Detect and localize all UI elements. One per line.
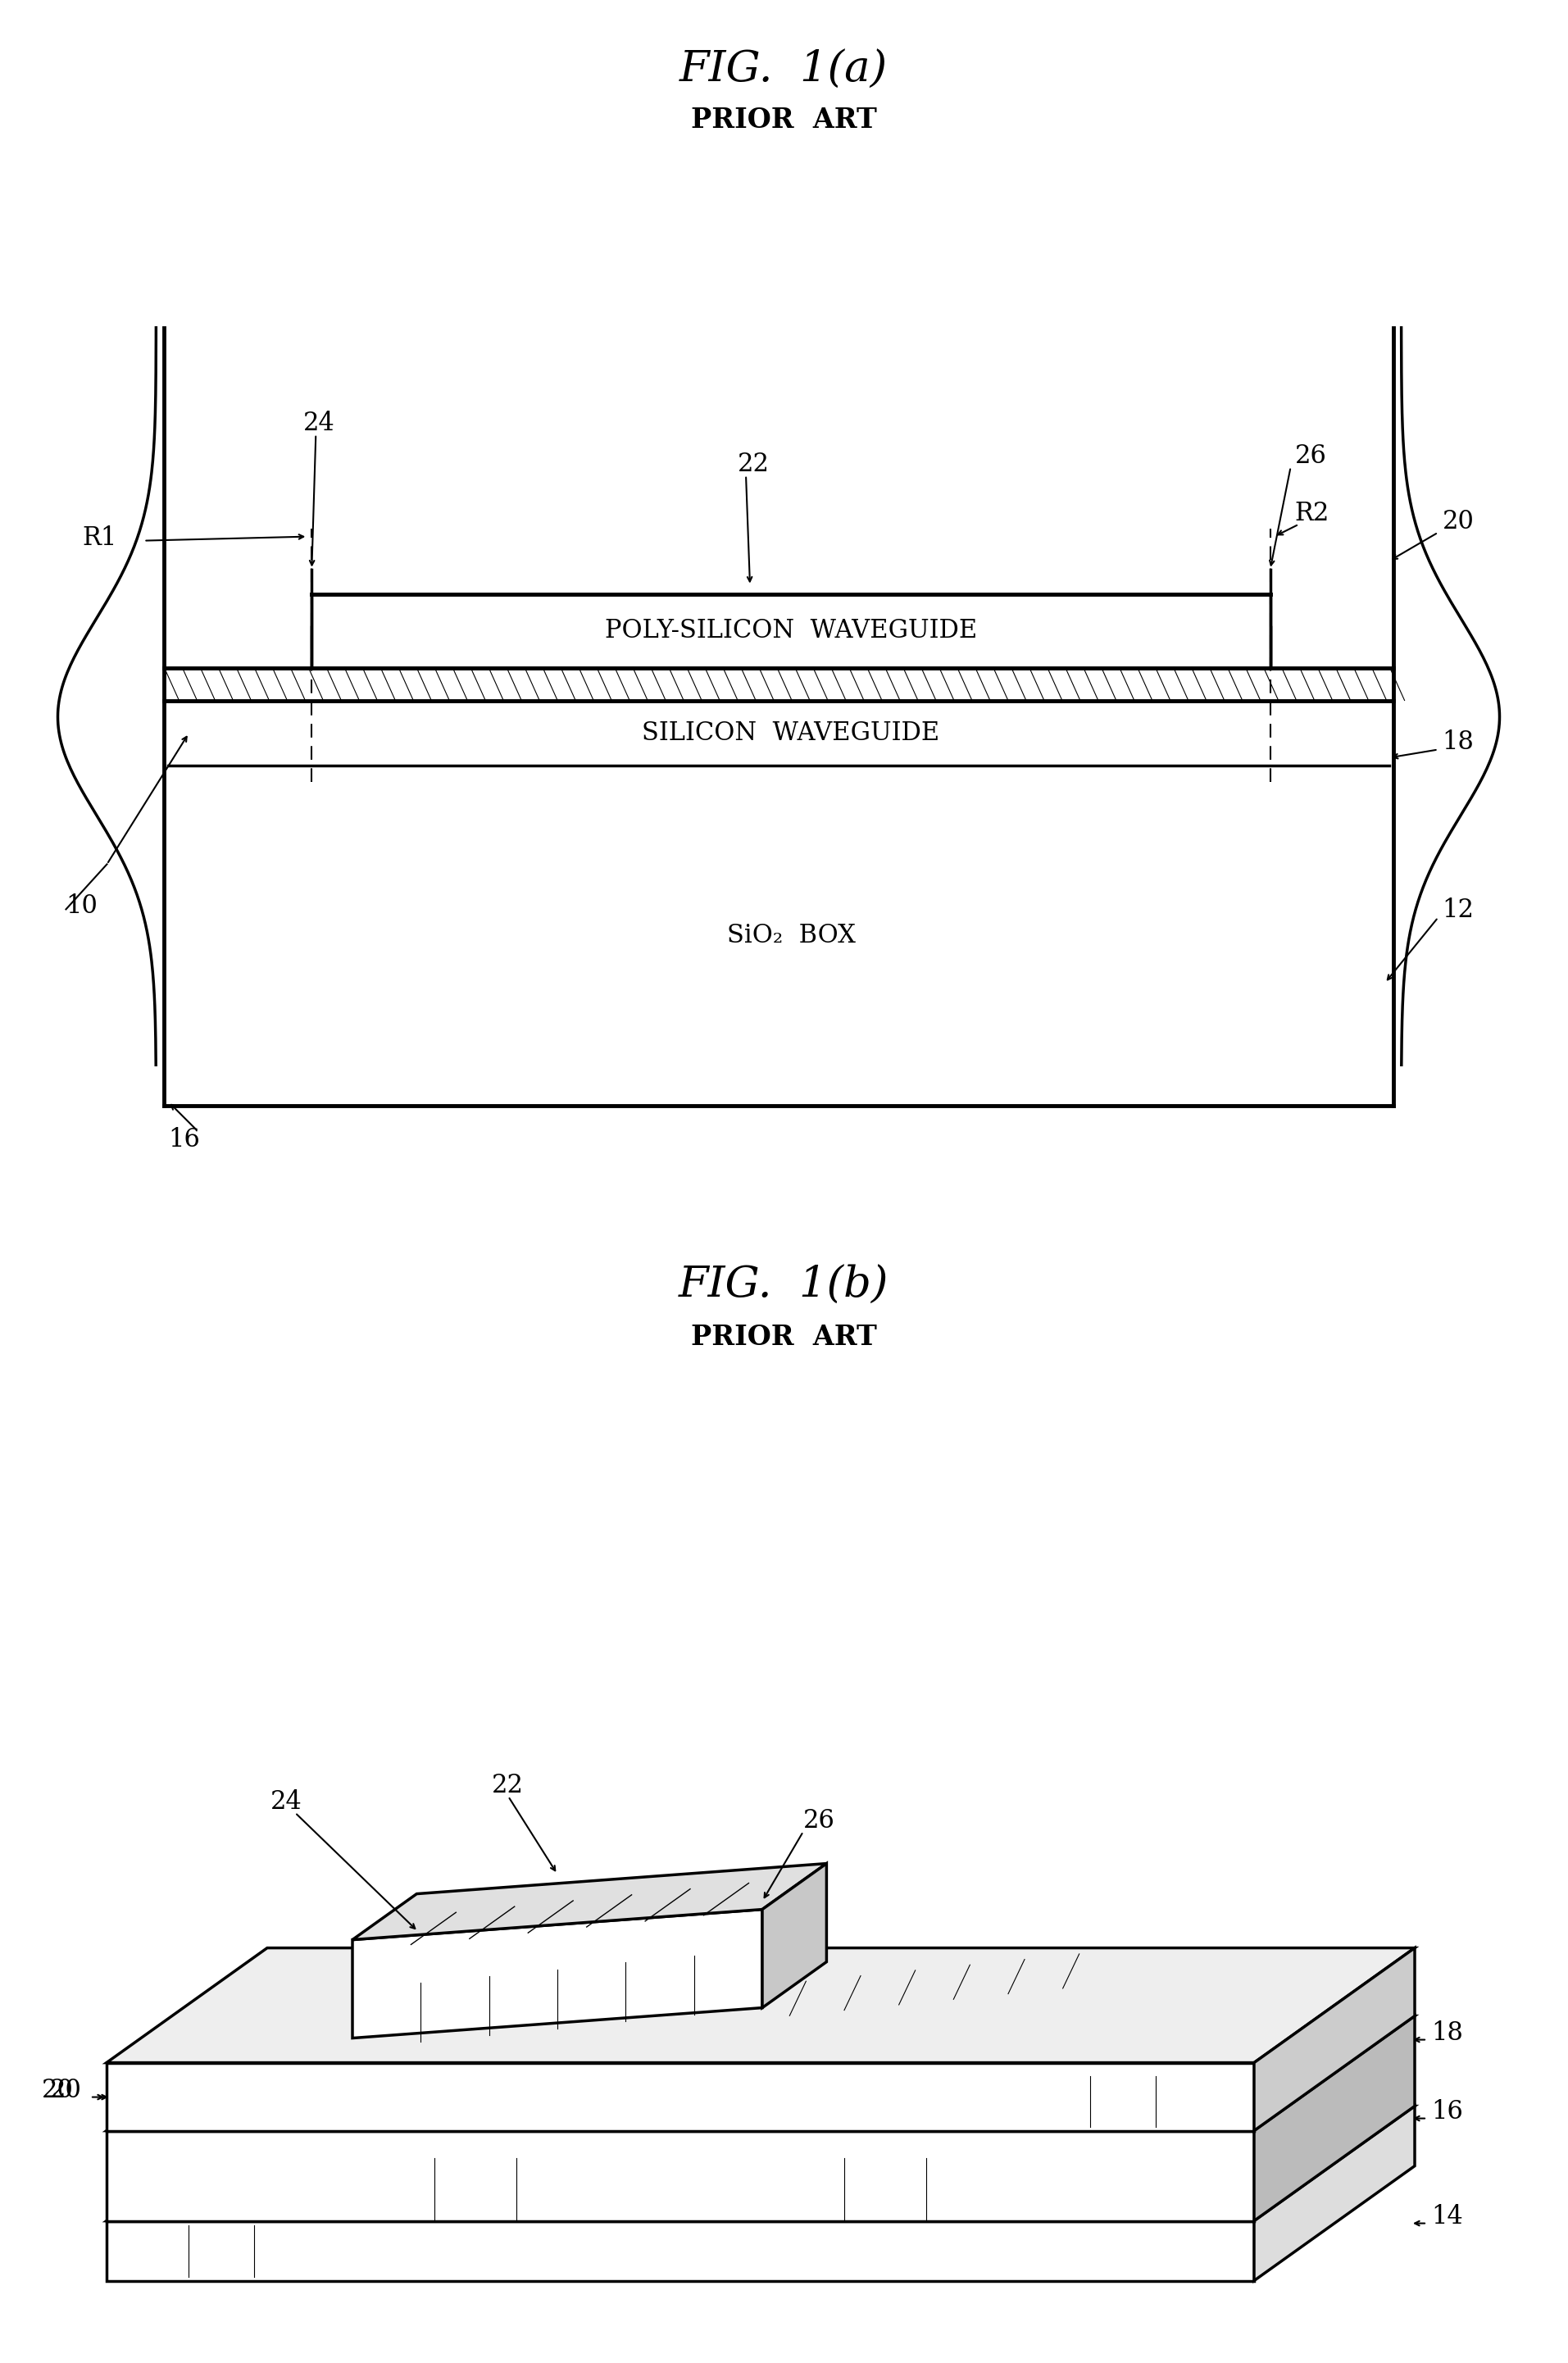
Text: PRIOR  ART: PRIOR ART [690,106,877,135]
Text: SILICON  WAVEGUIDE: SILICON WAVEGUIDE [641,721,939,747]
Polygon shape [107,2105,1414,2221]
Polygon shape [353,1864,826,1940]
Polygon shape [353,1909,762,2037]
Text: 26: 26 [1295,444,1327,468]
Text: PRIOR  ART: PRIOR ART [690,1323,877,1349]
Text: FIG.  1(b): FIG. 1(b) [679,1264,889,1307]
Polygon shape [107,2016,1414,2131]
Text: 10: 10 [66,893,97,919]
Text: 18: 18 [1443,730,1474,756]
Bar [312,671,1270,699]
Text: 16: 16 [1432,2098,1463,2124]
Text: 24: 24 [271,1789,303,1815]
Bar [312,626,1270,676]
Polygon shape [1254,2105,1414,2280]
Text: 18: 18 [1432,2020,1463,2046]
Text: R2: R2 [1295,501,1330,527]
Text: 22: 22 [737,451,770,477]
Text: SiO₂  BOX: SiO₂ BOX [726,924,855,948]
Text: POLY-SILICON  WAVEGUIDE: POLY-SILICON WAVEGUIDE [605,619,977,643]
Text: 26: 26 [803,1808,836,1834]
Polygon shape [107,1947,1414,2063]
Text: 12: 12 [1443,898,1474,924]
Text: 20: 20 [50,2077,82,2103]
Polygon shape [1254,1947,1414,2131]
Polygon shape [762,1864,826,2009]
Text: FIG.  1(a): FIG. 1(a) [679,50,887,90]
Polygon shape [1254,2016,1414,2221]
Text: R1: R1 [83,525,118,551]
Bar [312,593,1270,669]
Text: 16: 16 [168,1127,201,1153]
Text: 20: 20 [1443,508,1474,534]
Polygon shape [107,2131,1254,2221]
Text: 20: 20 [42,2077,74,2103]
Polygon shape [107,2221,1254,2280]
Text: 14: 14 [1432,2205,1463,2228]
Text: 24: 24 [304,411,336,435]
Polygon shape [107,2063,1254,2131]
Bar [165,669,1392,699]
Text: 22: 22 [492,1772,524,1798]
